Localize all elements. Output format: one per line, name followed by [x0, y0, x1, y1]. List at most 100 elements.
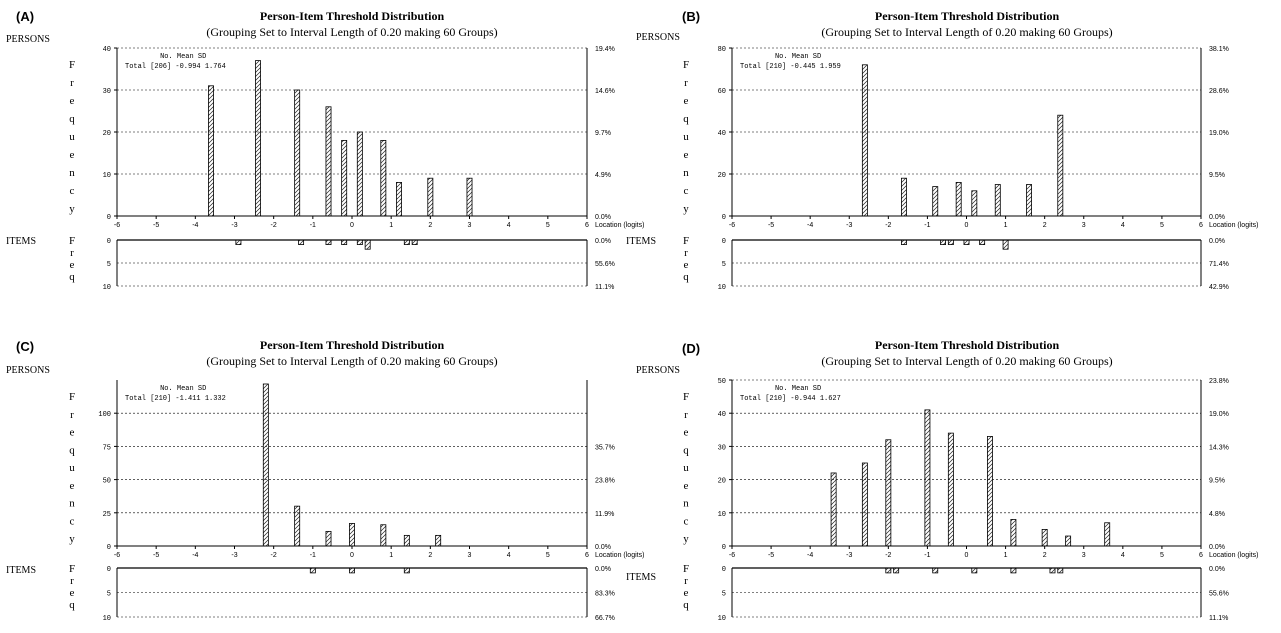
- ylabel-letter: e: [684, 480, 689, 492]
- items-ylabel-letter: q: [683, 271, 689, 283]
- items-tick-label: 0: [107, 238, 111, 246]
- right-tick-label: 23.8%: [1209, 378, 1229, 385]
- y-tick-label: 30: [718, 444, 726, 452]
- items-tick-label: 5: [722, 591, 726, 599]
- right-tick-label: 9.5%: [1209, 172, 1225, 179]
- x-tick-label: 6: [1199, 222, 1203, 229]
- chart-title: Person-Item Threshold Distribution: [875, 9, 1060, 23]
- person-bar: [294, 89, 301, 217]
- x-tick-label: 6: [1199, 552, 1203, 559]
- ylabel-letter: u: [683, 131, 689, 143]
- items-tick-label: 10: [718, 284, 726, 292]
- x-tick-label: 6: [585, 552, 589, 559]
- persons-label: PERSONS: [636, 365, 680, 376]
- items-right-tick-label: 71.4%: [1209, 261, 1229, 268]
- persons-label: PERSONS: [6, 365, 50, 376]
- y-tick-label: 60: [718, 88, 726, 96]
- ylabel-letter: u: [69, 131, 75, 143]
- items-tick-label: 5: [722, 261, 726, 269]
- y-tick-label: 20: [103, 130, 111, 138]
- item-bar: [932, 567, 939, 574]
- items-right-tick-label: 66.7%: [595, 615, 615, 622]
- item-bar: [403, 239, 410, 245]
- item-bar: [940, 239, 946, 245]
- x-tick-label: 6: [585, 222, 589, 229]
- y-tick-label: 0: [107, 214, 111, 222]
- right-tick-label: 9.5%: [1209, 478, 1225, 485]
- x-tick-label: 5: [546, 552, 550, 559]
- person-bar: [208, 85, 214, 217]
- items-right-tick-label: 0.0%: [595, 566, 611, 573]
- right-tick-label: 19.0%: [1209, 411, 1229, 418]
- ylabel-letter: c: [684, 515, 689, 527]
- x-tick-label: -3: [846, 222, 852, 229]
- items-ylabel-letter: q: [69, 599, 75, 611]
- items-label: ITEMS: [626, 236, 656, 247]
- x-tick-label: -2: [885, 222, 891, 229]
- x-tick-label: 3: [468, 552, 472, 559]
- ylabel-letter: F: [69, 391, 75, 403]
- ylabel-letter: c: [70, 515, 75, 527]
- person-bar: [924, 409, 931, 547]
- item-bar: [325, 239, 332, 245]
- x-axis-label: Location (logits): [595, 222, 644, 229]
- items-right-tick-label: 55.6%: [1209, 591, 1229, 598]
- ylabel-letter: q: [683, 113, 689, 125]
- chart-panel-c: (C) Person-Item Threshold Distribution (Gr…: [6, 338, 644, 623]
- person-bar: [325, 530, 332, 547]
- right-tick-label: 35.7%: [595, 444, 615, 451]
- item-bar: [885, 567, 892, 574]
- person-bar: [885, 439, 892, 547]
- ylabel-letter: n: [69, 498, 75, 510]
- x-tick-label: -5: [768, 222, 774, 229]
- person-bar: [255, 60, 261, 217]
- ylabel-letter: r: [70, 409, 74, 421]
- person-bar: [987, 436, 993, 547]
- chart-subtitle: (Grouping Set to Interval Length of 0.20…: [821, 25, 1112, 39]
- items-right-tick-label: 11.1%: [1209, 615, 1228, 622]
- y-tick-label: 10: [718, 511, 726, 519]
- ylabel-letter: e: [684, 427, 689, 439]
- y-tick-label: 30: [103, 88, 111, 96]
- x-tick-label: 4: [1121, 222, 1125, 229]
- items-right-tick-label: 0.0%: [1209, 238, 1225, 245]
- items-tick-label: 5: [107, 261, 111, 269]
- person-bar: [262, 383, 269, 547]
- x-tick-label: -1: [310, 552, 316, 559]
- ylabel-letter: y: [69, 533, 75, 545]
- right-tick-label: 23.8%: [595, 478, 615, 485]
- x-tick-label: 2: [1043, 222, 1047, 229]
- x-axis-label: Location (logits): [595, 552, 644, 559]
- x-tick-label: 4: [1121, 552, 1125, 559]
- x-tick-label: 4: [507, 552, 511, 559]
- y-tick-label: 50: [103, 478, 111, 486]
- panel-label: (B): [682, 9, 700, 24]
- x-tick-label: -5: [768, 552, 774, 559]
- y-tick-label: 20: [718, 172, 726, 180]
- item-bar: [1010, 567, 1017, 574]
- right-tick-label: 9.7%: [595, 130, 611, 137]
- ylabel-letter: e: [70, 95, 75, 107]
- x-tick-label: -3: [231, 552, 237, 559]
- items-ylabel-letter: q: [69, 271, 75, 283]
- x-tick-label: 0: [965, 552, 969, 559]
- item-bar: [1049, 567, 1056, 574]
- x-tick-label: 5: [546, 222, 550, 229]
- items-right-tick-label: 11.1%: [595, 284, 614, 291]
- items-right-tick-label: 83.3%: [595, 591, 615, 598]
- y-tick-label: 75: [103, 444, 111, 452]
- stats-row: Total [210] -1.411 1.332: [125, 395, 226, 403]
- y-tick-label: 20: [718, 478, 726, 486]
- person-bar: [466, 177, 473, 217]
- item-bar: [947, 239, 954, 245]
- item-bar: [349, 567, 355, 574]
- x-tick-label: 3: [1082, 222, 1086, 229]
- x-tick-label: -5: [153, 552, 159, 559]
- ylabel-letter: u: [69, 462, 75, 474]
- x-tick-label: 1: [389, 552, 393, 559]
- x-tick-label: -2: [271, 222, 277, 229]
- panel-label: (D): [682, 341, 700, 356]
- ylabel-letter: y: [683, 203, 689, 215]
- person-bar: [901, 177, 907, 217]
- item-bar: [235, 239, 242, 245]
